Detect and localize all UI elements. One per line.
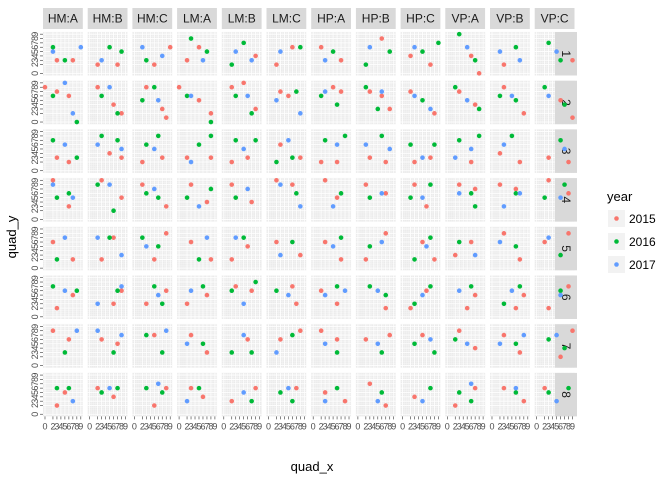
facet-panel	[400, 31, 441, 76]
facet-panel	[221, 31, 262, 76]
facet-panel	[400, 275, 441, 319]
facet-panel	[43, 31, 84, 76]
facet-panel	[266, 275, 307, 319]
facet-panel	[266, 324, 307, 368]
facet-panel	[400, 129, 441, 173]
facet-panel	[400, 80, 441, 125]
facet-panel	[266, 80, 307, 125]
facet-panel	[445, 226, 486, 271]
facet-panel	[266, 31, 307, 76]
facet-panel	[311, 324, 352, 368]
facet-panel	[490, 31, 530, 76]
facet-panel	[266, 177, 307, 222]
facet-panel	[445, 275, 486, 319]
facet-panel	[400, 177, 441, 222]
facet-panel	[43, 226, 84, 271]
facet-panel	[177, 129, 218, 173]
facet-panel	[221, 226, 262, 271]
facet-panel	[490, 226, 530, 271]
facet-panel	[221, 324, 262, 368]
facet-panel	[490, 324, 530, 368]
facet-panel	[132, 80, 173, 125]
facet-panel	[445, 324, 486, 368]
facet-panel	[177, 324, 218, 368]
facet-panel	[400, 324, 441, 368]
facet-panel	[311, 177, 352, 222]
facet-panel	[87, 275, 128, 319]
facet-panel	[132, 177, 173, 222]
facet-panel	[43, 275, 84, 319]
facet-panel	[43, 177, 84, 222]
facet-panel	[490, 80, 530, 125]
facet-panel	[355, 80, 396, 125]
facet-panel	[132, 31, 173, 76]
facet-panel	[490, 275, 530, 319]
facet-panel	[311, 226, 352, 271]
facet-panel	[266, 226, 307, 271]
facet-panel	[87, 324, 128, 368]
facet-panel	[266, 129, 307, 173]
facet-panel	[445, 177, 486, 222]
facet-panel	[221, 80, 262, 125]
facet-panel	[355, 129, 396, 173]
facet-panel	[87, 31, 128, 76]
facet-panel	[87, 80, 128, 125]
facet-panel	[43, 324, 84, 368]
facet-panel	[355, 324, 396, 368]
facet-panel	[355, 275, 396, 319]
facet-panel	[400, 226, 441, 271]
facet-panel	[445, 31, 486, 76]
facet-panel	[177, 226, 218, 271]
facet-panel	[132, 226, 173, 271]
facet-panel	[221, 129, 262, 173]
facet-panel	[177, 177, 218, 222]
facet-panel	[132, 275, 173, 319]
facet-panel	[43, 129, 84, 173]
facet-panel	[43, 80, 84, 125]
facet-panel	[177, 275, 218, 319]
facet-panel	[355, 226, 396, 271]
facet-panel	[355, 177, 396, 222]
facet-panel	[177, 80, 218, 125]
facet-panel	[311, 31, 352, 76]
facet-panel	[132, 129, 173, 173]
facet-grid: HM:A HM:B HM:C LM:A LM:B LM:C HP:A HP:B HP:C VP:A…	[30, 8, 577, 431]
facet-panel	[311, 275, 352, 319]
facet-panel	[221, 177, 262, 222]
facet-panel	[490, 177, 530, 222]
facet-panel	[445, 80, 486, 125]
facet-panel	[177, 31, 218, 76]
facet-panel	[87, 226, 128, 271]
